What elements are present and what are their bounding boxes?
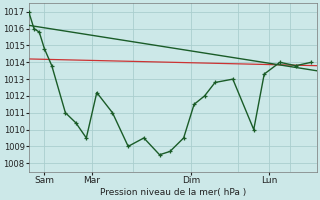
X-axis label: Pression niveau de la mer( hPa ): Pression niveau de la mer( hPa ) xyxy=(100,188,246,197)
